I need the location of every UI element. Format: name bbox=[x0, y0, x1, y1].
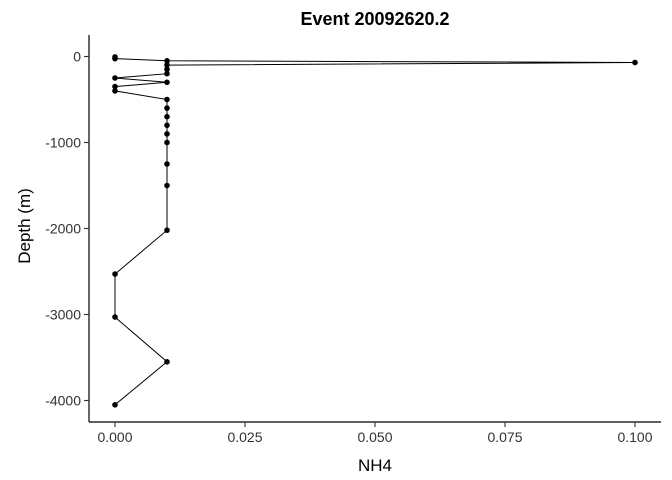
data-point bbox=[164, 131, 170, 137]
data-point bbox=[164, 58, 170, 64]
y-tick-label: -1000 bbox=[45, 135, 81, 151]
data-point bbox=[164, 62, 170, 68]
data-point bbox=[164, 182, 170, 189]
data-point bbox=[164, 96, 170, 103]
y-tick-label: 0 bbox=[73, 49, 81, 65]
data-point bbox=[164, 70, 170, 77]
data-point bbox=[112, 88, 118, 94]
x-tick-label: 0.025 bbox=[227, 429, 262, 445]
data-point bbox=[164, 161, 170, 167]
y-tick-label: -2000 bbox=[45, 221, 81, 237]
data-point bbox=[164, 66, 170, 73]
data-point bbox=[112, 55, 118, 62]
data-point bbox=[164, 105, 170, 111]
data-point bbox=[632, 59, 638, 66]
x-tick-label: 0.075 bbox=[487, 429, 522, 445]
data-point bbox=[164, 139, 170, 146]
data-point bbox=[112, 314, 118, 320]
data-point bbox=[112, 402, 118, 408]
chart-title: Event 20092620.2 bbox=[300, 9, 449, 29]
x-tick-label: 0.050 bbox=[357, 429, 392, 445]
y-tick-label: -3000 bbox=[45, 307, 81, 323]
data-point bbox=[112, 75, 118, 81]
y-tick-label: -4000 bbox=[45, 393, 81, 409]
data-point bbox=[164, 113, 170, 120]
series-line bbox=[114, 56, 636, 406]
data-point bbox=[164, 359, 170, 365]
data-point bbox=[164, 79, 170, 86]
series-group bbox=[112, 54, 638, 408]
x-tick-label: 0.000 bbox=[97, 429, 132, 445]
x-tick-label: 0.100 bbox=[617, 429, 652, 445]
y-axis-label: Depth (m) bbox=[15, 188, 34, 264]
data-point bbox=[164, 227, 170, 234]
x-axis-ticks: 0.000 0.025 0.050 0.075 0.100 bbox=[97, 422, 653, 445]
data-point bbox=[164, 122, 170, 129]
data-point bbox=[112, 83, 118, 90]
y-axis-ticks: 0 -1000 -2000 -3000 -4000 bbox=[45, 49, 89, 409]
x-axis-label: NH4 bbox=[358, 456, 392, 475]
data-point bbox=[112, 271, 118, 277]
